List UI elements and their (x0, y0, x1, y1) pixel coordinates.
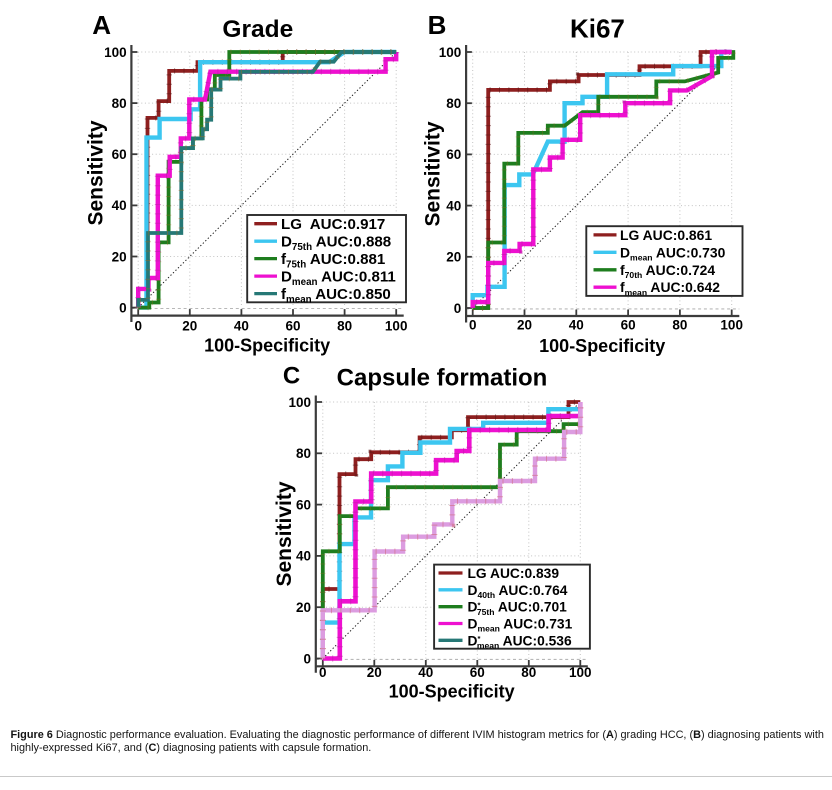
svg-text:20: 20 (182, 319, 197, 334)
svg-text:0: 0 (454, 301, 462, 316)
svg-text:80: 80 (337, 319, 352, 334)
svg-text:LG AUC:0.861: LG AUC:0.861 (620, 227, 712, 243)
svg-text:fmean AUC:0.850: fmean AUC:0.850 (281, 286, 391, 306)
svg-text:100: 100 (288, 395, 311, 410)
svg-text:20: 20 (112, 249, 127, 264)
svg-text:100-Specificity: 100-Specificity (389, 682, 515, 702)
svg-text:D40th AUC:0.764: D40th AUC:0.764 (468, 583, 568, 600)
svg-text:0: 0 (319, 665, 327, 680)
svg-text:20: 20 (446, 250, 461, 265)
svg-text:40: 40 (296, 549, 311, 564)
svg-text:Grade: Grade (222, 16, 293, 43)
svg-text:f75th AUC:0.881: f75th AUC:0.881 (281, 251, 385, 271)
svg-text:80: 80 (521, 665, 536, 680)
svg-text:80: 80 (112, 96, 127, 111)
svg-text:60: 60 (470, 665, 485, 680)
svg-text:20: 20 (296, 600, 311, 615)
svg-text:40: 40 (418, 665, 433, 680)
svg-text:D*75th AUC:0.701: D* 75th AUC:0.701 (468, 600, 568, 617)
svg-text:60: 60 (446, 147, 461, 162)
svg-text:100: 100 (569, 665, 592, 680)
svg-text:D75th AUC:0.888: D75th AUC:0.888 (281, 234, 391, 254)
svg-text:100-Specificity: 100-Specificity (204, 336, 330, 356)
svg-text:Sensitivity: Sensitivity (422, 121, 445, 226)
svg-text:60: 60 (112, 147, 127, 162)
svg-text:80: 80 (446, 96, 461, 111)
svg-text:60: 60 (285, 319, 300, 334)
svg-text:100: 100 (720, 318, 743, 333)
svg-text:Ki67: Ki67 (570, 14, 625, 44)
svg-text:LG AUC:0.917: LG AUC:0.917 (281, 216, 385, 233)
svg-text:Dmean AUC:0.811: Dmean AUC:0.811 (281, 269, 396, 289)
svg-text:Sensitivity: Sensitivity (273, 481, 296, 586)
svg-text:0: 0 (469, 318, 477, 333)
svg-text:60: 60 (296, 497, 311, 512)
svg-text:Dmean AUC:0.730: Dmean AUC:0.730 (620, 244, 726, 262)
svg-text:20: 20 (517, 318, 532, 333)
svg-text:fmean AUC:0.642: fmean AUC:0.642 (620, 279, 720, 297)
svg-text:Sensitivity: Sensitivity (85, 120, 108, 225)
svg-text:20: 20 (367, 665, 382, 680)
svg-text:40: 40 (112, 198, 127, 213)
svg-text:Dmean AUC:0.731: Dmean AUC:0.731 (468, 616, 573, 633)
svg-text:0: 0 (134, 319, 142, 334)
svg-text:B: B (428, 10, 447, 40)
svg-text:Capsule formation: Capsule formation (337, 365, 548, 392)
svg-text:40: 40 (234, 319, 249, 334)
svg-text:80: 80 (296, 446, 311, 461)
svg-text:A: A (92, 10, 111, 40)
svg-text:100: 100 (104, 45, 127, 60)
svg-text:f70th AUC:0.724: f70th AUC:0.724 (620, 262, 715, 280)
svg-text:0: 0 (119, 300, 127, 315)
svg-text:100: 100 (385, 319, 408, 334)
svg-text:0: 0 (303, 651, 311, 666)
svg-text:LG AUC:0.839: LG AUC:0.839 (468, 566, 560, 581)
svg-text:60: 60 (621, 318, 636, 333)
svg-text:D*mean AUC:0.536: D* mean AUC:0.536 (468, 633, 572, 650)
svg-text:80: 80 (672, 318, 687, 333)
svg-text:40: 40 (569, 318, 584, 333)
svg-text:100-Specificity: 100-Specificity (539, 336, 665, 356)
svg-text:C: C (283, 362, 300, 389)
svg-text:100: 100 (439, 45, 462, 60)
svg-text:40: 40 (446, 198, 461, 213)
